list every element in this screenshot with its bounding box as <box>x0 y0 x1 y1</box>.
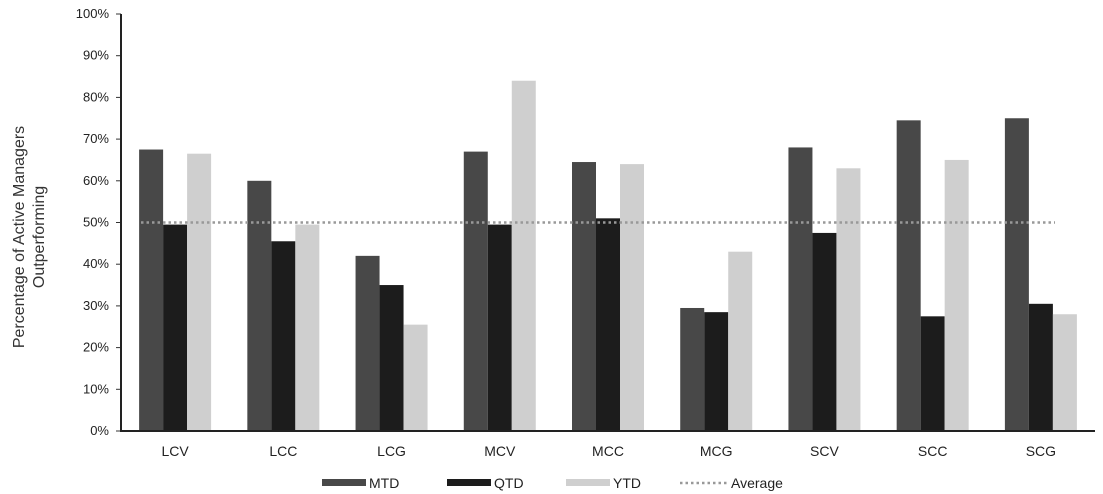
bar-qtd-lcg <box>379 285 404 431</box>
bar-ytd-lcv <box>187 153 212 431</box>
legend-swatch-mtd <box>322 479 366 486</box>
y-tick-label: 0% <box>90 423 109 438</box>
bar-mtd-scg <box>1004 118 1029 431</box>
legend-swatch-qtd <box>447 479 491 486</box>
bar-mtd-scv <box>788 147 813 431</box>
x-tick-label: MCG <box>700 443 733 459</box>
legend-label-ytd: YTD <box>613 475 641 491</box>
bar-ytd-mcc <box>620 164 644 431</box>
bar-ytd-scv <box>836 168 861 432</box>
y-tick-label: 60% <box>83 173 109 188</box>
bar-ytd-scg <box>1052 314 1077 431</box>
legend-swatch-ytd <box>566 479 610 486</box>
bar-qtd-scg <box>1028 303 1053 431</box>
bar-ytd-scc <box>944 159 969 431</box>
bar-mtd-mcg <box>680 307 705 431</box>
x-tick-label: SCV <box>810 443 839 459</box>
bar-mtd-mcv <box>463 151 488 432</box>
y-axis-title-line1: Percentage of Active Managers <box>11 126 28 348</box>
bars <box>139 80 1077 432</box>
legend-label-average: Average <box>731 475 783 491</box>
y-axis-title: Percentage of Active Managers Outperform… <box>11 126 48 348</box>
x-tick-label: SCC <box>918 443 948 459</box>
axes <box>120 14 1095 432</box>
y-tick-label: 20% <box>83 340 109 355</box>
x-tick-label: LCG <box>377 443 406 459</box>
y-tick-label: 70% <box>83 131 109 146</box>
y-axis-title-line2: Outperforming <box>31 186 48 288</box>
y-axis-ticks: 0% 10% 20% 30% 40% 50% 60% 70% 80% 90% 100% <box>76 6 121 438</box>
x-tick-label: LCV <box>161 443 189 459</box>
bar-qtd-scc <box>920 316 945 431</box>
y-tick-label: 40% <box>83 256 109 271</box>
y-tick-label: 10% <box>83 381 109 396</box>
bar-mtd-mcc <box>572 162 596 431</box>
bar-mtd-scc <box>896 120 921 432</box>
bar-qtd-lcv <box>163 224 188 431</box>
bar-ytd-mcg <box>728 251 753 431</box>
y-tick-label: 90% <box>83 48 109 63</box>
bar-qtd-mcv <box>487 224 512 431</box>
y-tick-label: 30% <box>83 298 109 313</box>
x-tick-label: MCV <box>484 443 516 459</box>
bar-mtd-lcc <box>247 180 272 431</box>
bar-ytd-lcg <box>403 324 428 431</box>
bar-qtd-mcc <box>596 218 620 431</box>
x-tick-label: MCC <box>592 443 624 459</box>
legend: MTD QTD YTD Average <box>322 475 783 491</box>
x-axis-labels: LCV LCC LCG MCV MCC MCG SCV SCC SCG <box>161 443 1056 459</box>
x-tick-label: LCC <box>269 443 297 459</box>
y-tick-label: 80% <box>83 89 109 104</box>
bar-qtd-mcg <box>704 312 729 431</box>
legend-label-qtd: QTD <box>494 475 524 491</box>
x-tick-label: SCG <box>1026 443 1056 459</box>
y-tick-label: 50% <box>83 215 109 230</box>
bar-mtd-lcg <box>355 255 380 431</box>
bar-qtd-lcc <box>271 241 296 431</box>
bar-mtd-lcv <box>139 149 164 431</box>
bar-ytd-lcc <box>295 224 320 431</box>
bar-qtd-scv <box>812 232 837 431</box>
legend-label-mtd: MTD <box>369 475 399 491</box>
bar-ytd-mcv <box>511 80 536 431</box>
y-tick-label: 100% <box>76 6 110 21</box>
